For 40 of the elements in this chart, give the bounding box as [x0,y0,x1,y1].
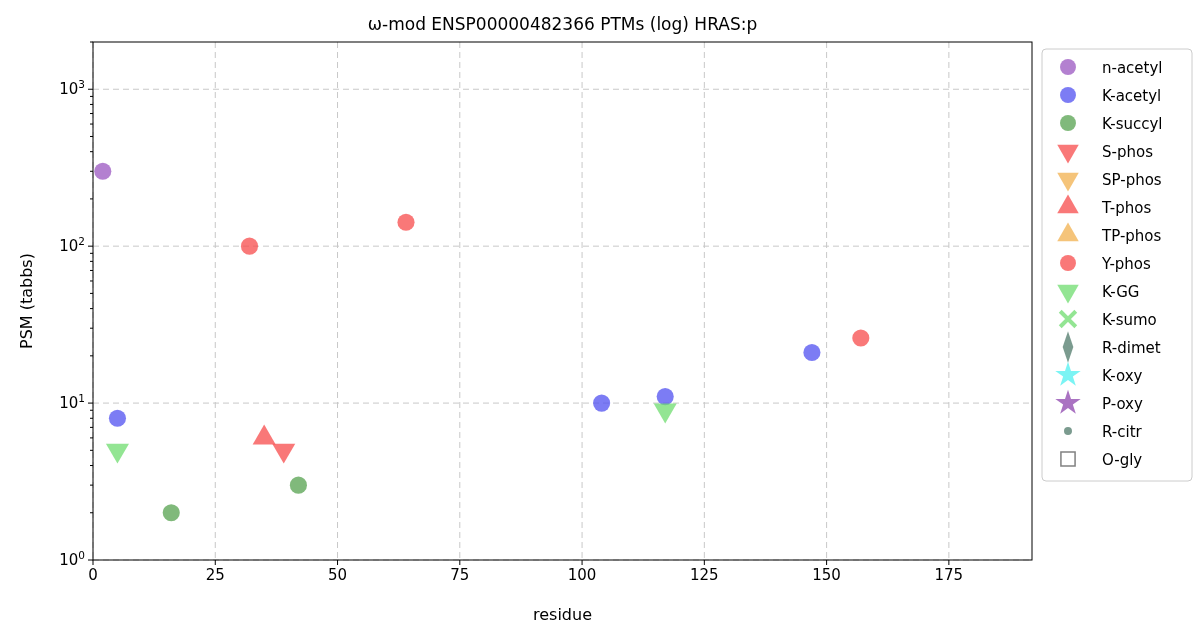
legend-label: K-oxy [1102,367,1143,385]
legend-label: n-acetyl [1102,59,1163,77]
point [656,388,674,406]
x-tick-label: 50 [327,566,348,584]
point [94,162,112,180]
chart-title: ω-mod ENSP00000482366 PTMs (log) HRAS:p [367,14,758,34]
x-tick-label: 25 [205,566,225,584]
x-tick-label: 150 [812,566,841,584]
legend-label: S-phos [1102,143,1154,161]
legend-label: K-succyl [1102,115,1163,133]
point [108,409,127,427]
point [593,394,611,412]
legend-label: SP-phos [1102,171,1162,189]
point [162,504,180,522]
legend-label: TP-phos [1101,227,1162,245]
x-tick-label: 100 [567,566,597,584]
legend-label: O-gly [1102,451,1143,469]
y-tick-label: 10$^{2}$ [59,235,85,256]
legend-label: R-dimet [1102,339,1161,357]
point [852,329,870,347]
legend-label: K-sumo [1102,311,1157,329]
x-tick-label: 75 [450,566,470,584]
x-tick-label: 0 [88,566,98,584]
legend-label: P-oxy [1102,395,1143,413]
point [240,237,259,255]
point [397,213,415,231]
y-tick-label: 10$^{3}$ [59,78,85,99]
y-tick-label: 10$^{1}$ [59,392,85,413]
point [289,476,307,494]
y-axis-title: PSM (tabbs) [17,253,36,349]
y-tick-label: 10$^{0}$ [59,549,85,569]
legend-label: Y-phos [1101,255,1151,273]
x-tick-label: 125 [690,566,719,584]
legend-label: T-phos [1101,199,1152,217]
point [803,343,821,362]
x-tick-label: 175 [934,566,964,584]
legend-label: K-GG [1102,283,1140,301]
x-axis-title: residue [533,605,592,624]
legend-label: R-citr [1102,423,1143,441]
legend-label: K-acetyl [1102,87,1162,105]
